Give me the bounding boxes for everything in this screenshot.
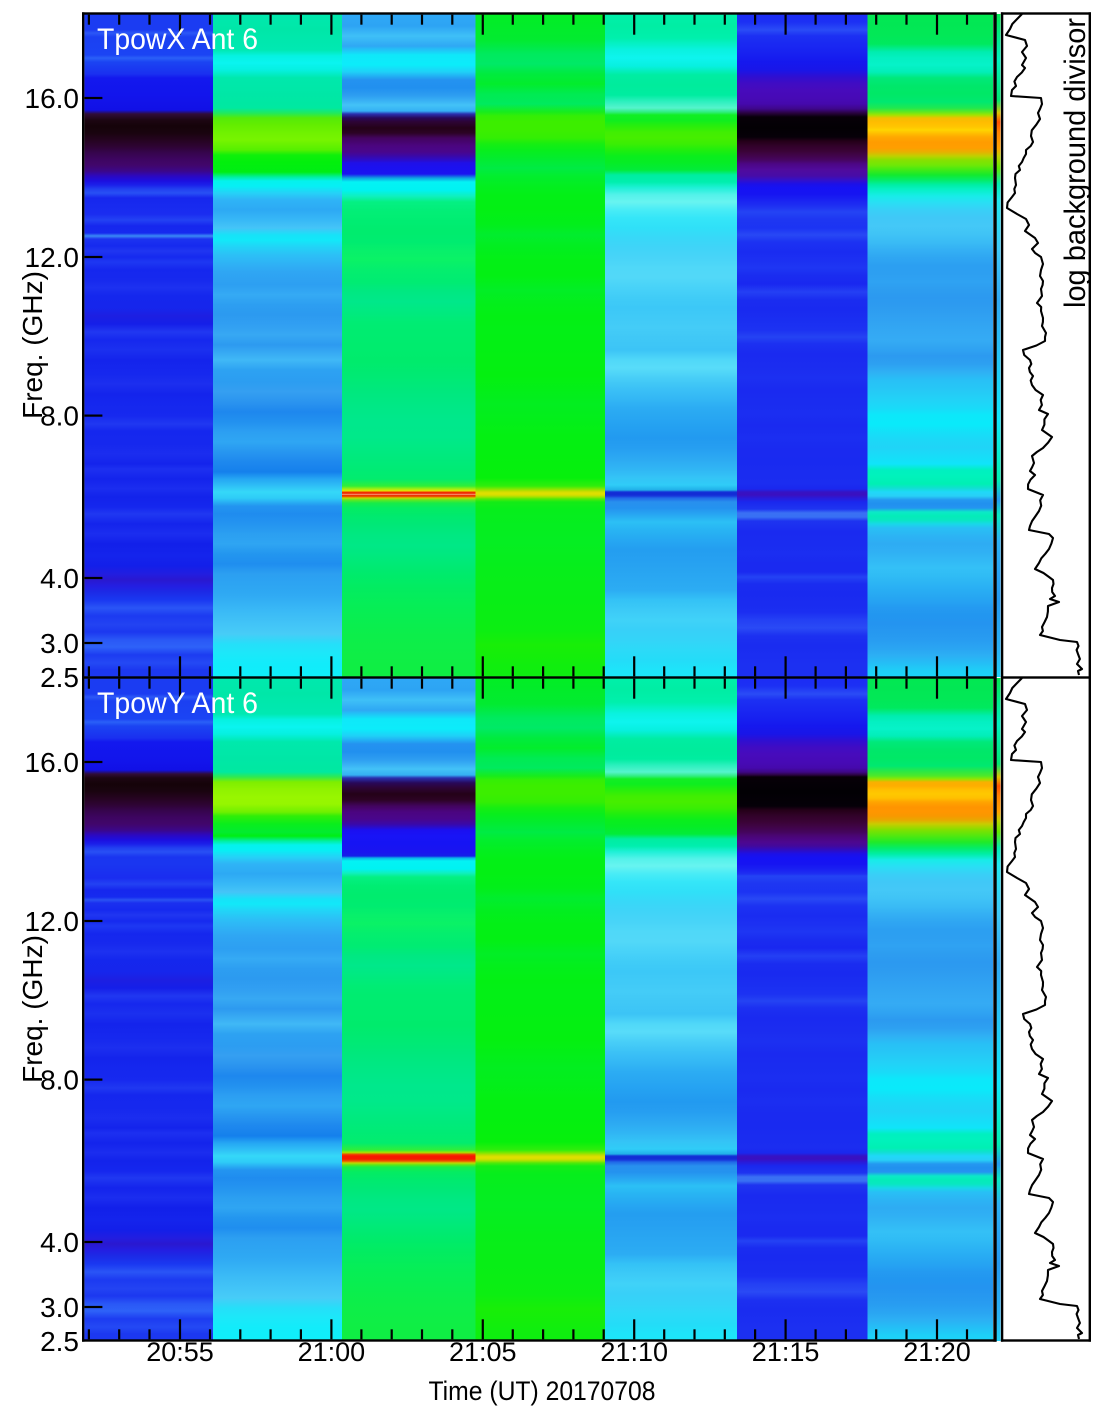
- svg-text:3.0: 3.0: [40, 1292, 79, 1323]
- svg-text:21:15: 21:15: [752, 1337, 820, 1367]
- svg-text:TpowX Ant 6: TpowX Ant 6: [97, 23, 258, 56]
- svg-text:8.0: 8.0: [40, 401, 79, 432]
- svg-text:12.0: 12.0: [25, 906, 80, 937]
- svg-text:21:10: 21:10: [600, 1337, 668, 1367]
- svg-text:4.0: 4.0: [40, 563, 79, 594]
- svg-text:20:55: 20:55: [146, 1337, 214, 1367]
- svg-text:2.5: 2.5: [40, 1326, 79, 1357]
- svg-text:Freq. (GHz): Freq. (GHz): [17, 271, 48, 419]
- svg-text:Time (UT) 20170708: Time (UT) 20170708: [429, 1376, 656, 1406]
- svg-text:TpowY Ant 6: TpowY Ant 6: [97, 687, 258, 720]
- svg-text:16.0: 16.0: [25, 747, 80, 778]
- svg-text:4.0: 4.0: [40, 1227, 79, 1258]
- svg-text:16.0: 16.0: [25, 83, 80, 114]
- svg-text:Freq. (GHz): Freq. (GHz): [17, 935, 48, 1083]
- svg-text:12.0: 12.0: [25, 242, 80, 273]
- svg-text:21:05: 21:05: [449, 1337, 517, 1367]
- svg-text:3.0: 3.0: [40, 628, 79, 659]
- svg-text:8.0: 8.0: [40, 1065, 79, 1096]
- svg-text:log background divisor: log background divisor: [1059, 18, 1092, 308]
- svg-text:21:20: 21:20: [903, 1337, 971, 1367]
- svg-text:21:00: 21:00: [298, 1337, 366, 1367]
- svg-text:2.5: 2.5: [40, 662, 79, 693]
